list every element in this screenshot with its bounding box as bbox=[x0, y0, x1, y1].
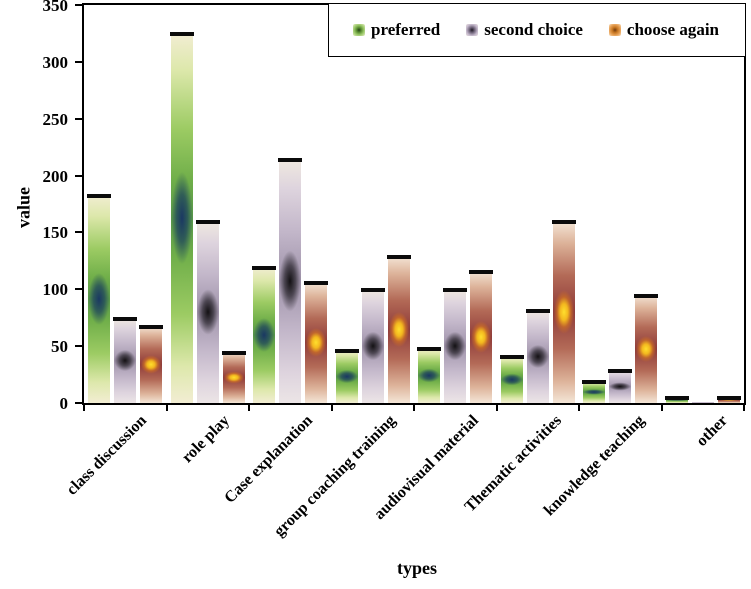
bar-second-choice-group-coaching-training bbox=[360, 288, 385, 403]
y-tick-150 bbox=[75, 231, 83, 234]
y-tick-label-0: 0 bbox=[59, 394, 69, 413]
bar-choose-again-thematic-activities bbox=[551, 220, 576, 403]
y-tick-250 bbox=[75, 117, 83, 120]
legend-entry-choose-again: choose again bbox=[608, 20, 720, 40]
x-tick-2 bbox=[248, 405, 250, 411]
bar-preferred-class-discussion bbox=[87, 193, 112, 403]
bar-second-choice-case-explanation bbox=[278, 157, 303, 403]
category-label-other: other bbox=[692, 412, 731, 450]
x-tick-7 bbox=[660, 405, 663, 411]
x-tick-6 bbox=[578, 405, 580, 411]
chart-legend: preferred second choice choose again bbox=[328, 3, 746, 57]
bar-second-choice-audiovisual-material bbox=[443, 288, 468, 403]
bar-second-choice-other bbox=[691, 401, 714, 403]
bar-group-case-explanation bbox=[249, 5, 332, 403]
x-tick-4 bbox=[413, 405, 415, 411]
y-tick-label-50: 50 bbox=[51, 337, 68, 357]
x-tick-1 bbox=[165, 405, 168, 411]
green-gradient-marker-icon bbox=[353, 24, 365, 36]
bar-choose-again-class-discussion bbox=[139, 324, 164, 403]
bar-choose-again-case-explanation bbox=[304, 281, 329, 403]
legend-label-choose-again: choose again bbox=[626, 20, 720, 39]
bar-choose-again-knowledge-teaching bbox=[634, 293, 659, 403]
y-tick-200 bbox=[75, 174, 83, 177]
bar-preferred-other bbox=[664, 396, 689, 403]
category-label-case-explanation: Case explanation bbox=[220, 412, 316, 507]
x-tick-3 bbox=[330, 405, 333, 411]
y-tick-300 bbox=[75, 60, 83, 63]
legend-label-second-choice: second choice bbox=[484, 20, 583, 39]
y-tick-100 bbox=[75, 288, 83, 291]
bar-choose-again-role-play bbox=[221, 350, 246, 403]
bar-preferred-thematic-activities bbox=[499, 355, 524, 403]
legend-entry-second-choice: second choice bbox=[466, 20, 583, 40]
y-tick-50 bbox=[75, 345, 83, 348]
bar-second-choice-role-play bbox=[195, 220, 220, 403]
y-tick-0 bbox=[75, 402, 83, 404]
bar-second-choice-thematic-activities bbox=[525, 308, 550, 403]
bar-group-audiovisual-material bbox=[414, 5, 497, 403]
y-tick-label-150: 150 bbox=[42, 223, 69, 243]
bar-group-class-discussion bbox=[84, 5, 167, 403]
y-tick-label-250: 250 bbox=[42, 109, 69, 129]
y-tick-label-200: 200 bbox=[42, 166, 69, 186]
orange-gradient-marker-icon bbox=[608, 24, 621, 36]
bar-preferred-role-play bbox=[169, 32, 194, 403]
bar-group-thematic-activities bbox=[497, 5, 580, 403]
lavender-gradient-marker-icon bbox=[466, 24, 479, 36]
bar-preferred-group-coaching-training bbox=[334, 348, 359, 403]
y-tick-label-350: 350 bbox=[42, 0, 69, 15]
bar-preferred-case-explanation bbox=[252, 265, 277, 403]
bar-group-other bbox=[662, 5, 745, 403]
y-tick-label-300: 300 bbox=[42, 52, 69, 72]
legend-label-preferred: preferred bbox=[371, 20, 441, 39]
bar-groups-container bbox=[84, 5, 744, 403]
x-axis-title: types bbox=[397, 558, 437, 578]
bar-choose-again-audiovisual-material bbox=[469, 270, 494, 403]
legend-entry-preferred: preferred bbox=[353, 20, 440, 40]
bar-preferred-audiovisual-material bbox=[417, 347, 442, 403]
bar-preferred-knowledge-teaching bbox=[582, 380, 607, 403]
plot-area: 0 50 100 150 200 250 300 350 preferred second ch… bbox=[43, 0, 746, 412]
bar-group-knowledge-teaching bbox=[579, 5, 662, 403]
x-tick-5 bbox=[495, 405, 498, 411]
bar-second-choice-class-discussion bbox=[113, 316, 138, 403]
bar-choose-again-group-coaching-training bbox=[386, 255, 411, 403]
bar-second-choice-knowledge-teaching bbox=[608, 369, 633, 403]
category-label-class-discussion: class discussion bbox=[62, 412, 150, 499]
y-tick-label-100: 100 bbox=[42, 280, 69, 300]
y-axis-title: value bbox=[13, 187, 34, 229]
y-tick-350 bbox=[75, 4, 83, 6]
bar-group-role-play bbox=[167, 5, 250, 403]
x-tick-0 bbox=[83, 405, 85, 411]
x-tick-8 bbox=[743, 405, 745, 411]
category-label-role-play: role play bbox=[178, 412, 233, 467]
bar-group-group-coaching-training bbox=[332, 5, 415, 403]
bar-choose-again-other bbox=[716, 396, 741, 403]
